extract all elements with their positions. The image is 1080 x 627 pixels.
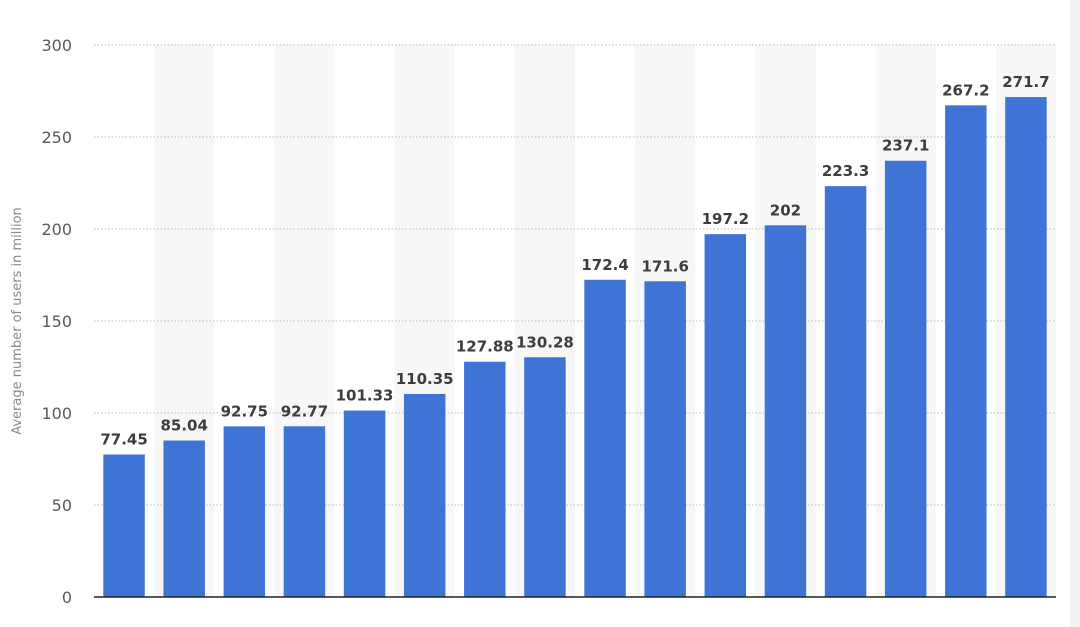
y-tick-label: 0 — [62, 588, 72, 607]
data-label: 202 — [770, 201, 801, 219]
y-tick-label: 100 — [41, 404, 72, 423]
bar — [764, 225, 807, 597]
bar — [223, 426, 266, 597]
data-label: 110.35 — [396, 370, 454, 388]
y-tick-label: 300 — [41, 36, 72, 55]
bar — [1005, 97, 1047, 598]
data-label: 101.33 — [336, 387, 394, 405]
data-label: 85.04 — [160, 417, 207, 435]
y-tick-label: 150 — [41, 312, 72, 331]
data-label: 171.6 — [641, 257, 688, 275]
bar — [163, 440, 205, 597]
bar — [584, 279, 626, 597]
bar — [403, 393, 446, 597]
y-axis-ticks: 0 50 100 150 200 250 300 — [41, 36, 72, 607]
right-edge-panel — [1070, 0, 1080, 627]
bar — [464, 361, 506, 597]
data-label: 127.88 — [456, 338, 514, 356]
data-label: 130.28 — [516, 333, 574, 351]
data-label: 223.3 — [822, 162, 869, 180]
bar — [704, 234, 747, 598]
y-tick-label: 250 — [41, 128, 72, 147]
data-label: 267.2 — [942, 81, 989, 99]
bars — [103, 97, 1047, 598]
data-label: 92.75 — [221, 402, 268, 420]
data-label: 237.1 — [882, 137, 929, 155]
bar — [884, 160, 927, 597]
bar — [103, 454, 145, 597]
bar — [644, 281, 686, 597]
data-label: 92.77 — [281, 402, 328, 420]
y-tick-label: 200 — [41, 220, 72, 239]
bar — [945, 105, 987, 598]
bar — [824, 186, 867, 598]
bar — [283, 426, 326, 597]
data-label: 197.2 — [702, 210, 749, 228]
y-tick-label: 50 — [52, 496, 72, 515]
data-label: 271.7 — [1002, 73, 1049, 91]
bar — [524, 357, 566, 597]
bar — [343, 410, 386, 597]
data-label: 172.4 — [581, 256, 628, 274]
y-axis-title: Average number of users in million — [10, 207, 25, 435]
data-label: 77.45 — [100, 430, 147, 448]
